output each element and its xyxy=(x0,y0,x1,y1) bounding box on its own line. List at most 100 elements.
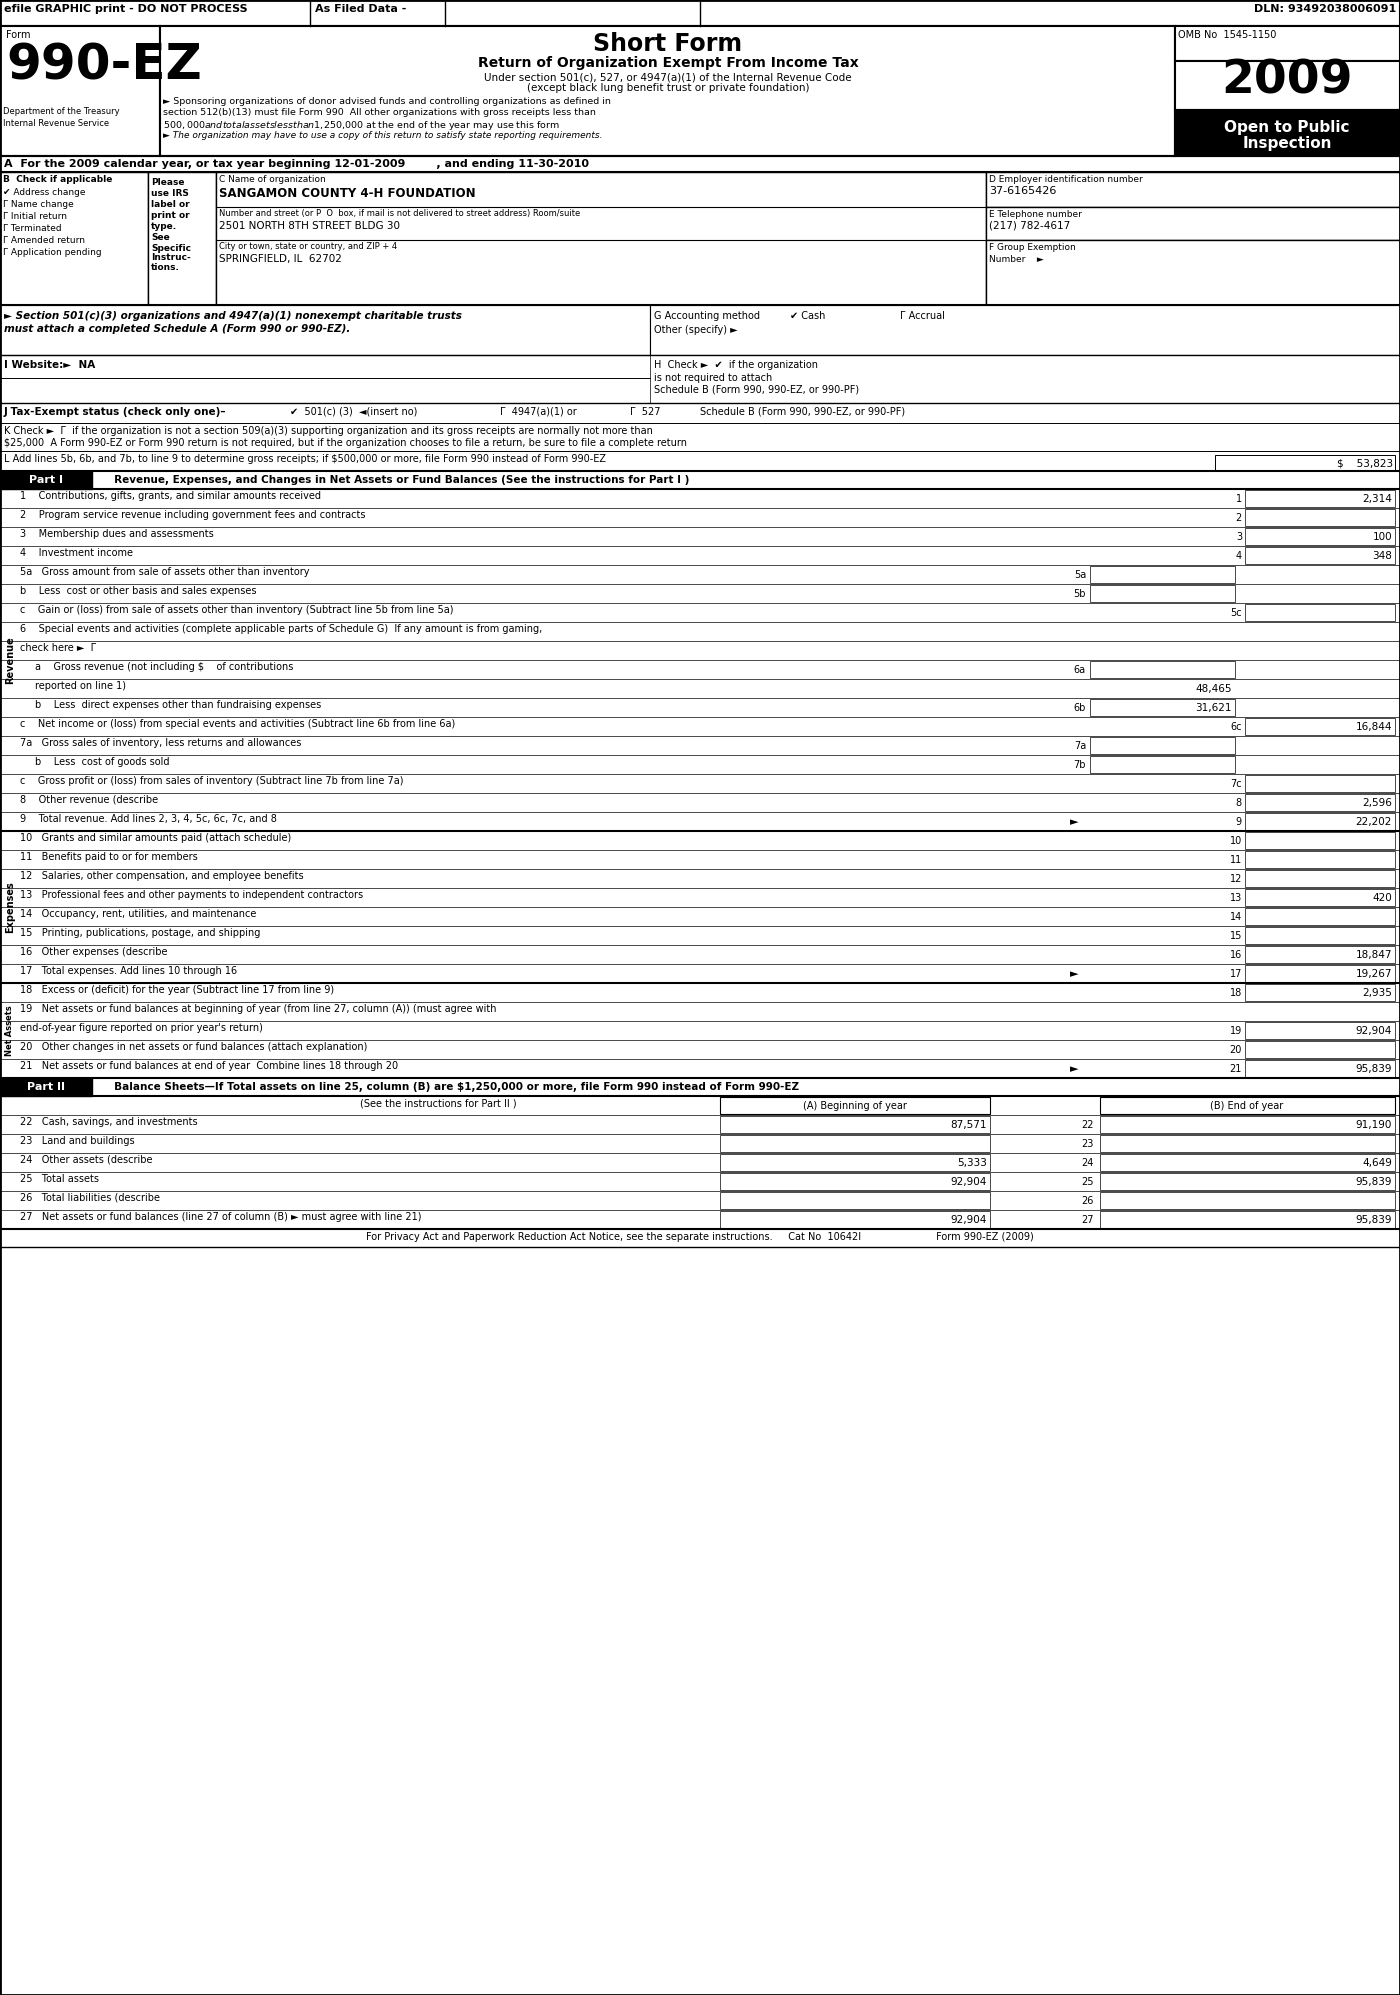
Text: Γ Name change: Γ Name change xyxy=(3,200,74,209)
Text: 9: 9 xyxy=(1236,818,1242,828)
Text: 5,333: 5,333 xyxy=(958,1157,987,1167)
Text: Γ Terminated: Γ Terminated xyxy=(3,223,62,233)
Text: 26   Total liabilities (describe: 26 Total liabilities (describe xyxy=(20,1193,160,1203)
Text: 2    Program service revenue including government fees and contracts: 2 Program service revenue including gove… xyxy=(20,511,365,521)
Text: City or town, state or country, and ZIP + 4: City or town, state or country, and ZIP … xyxy=(218,241,398,251)
Bar xyxy=(1245,832,1394,850)
Text: ► The organization may have to use a copy of this return to satisfy state report: ► The organization may have to use a cop… xyxy=(162,132,602,140)
Text: 2,935: 2,935 xyxy=(1362,988,1392,998)
Text: 100: 100 xyxy=(1372,533,1392,543)
Bar xyxy=(1245,794,1394,812)
Text: (B) End of year: (B) End of year xyxy=(1211,1101,1284,1111)
Text: 26: 26 xyxy=(1082,1195,1093,1207)
Bar xyxy=(1245,604,1394,620)
Bar xyxy=(1245,870,1394,888)
Bar xyxy=(0,305,650,355)
Bar xyxy=(1091,567,1235,583)
Text: 22   Cash, savings, and investments: 22 Cash, savings, and investments xyxy=(20,1117,197,1127)
Bar xyxy=(1175,62,1400,110)
Bar xyxy=(1091,698,1235,716)
Text: 14: 14 xyxy=(1229,912,1242,922)
Bar xyxy=(720,1115,990,1133)
Text: 17: 17 xyxy=(1229,970,1242,980)
Bar xyxy=(1091,585,1235,602)
Text: 31,621: 31,621 xyxy=(1196,702,1232,712)
Bar xyxy=(1245,774,1394,792)
Text: 16: 16 xyxy=(1229,950,1242,960)
Text: ► Sponsoring organizations of donor advised funds and controlling organizations : ► Sponsoring organizations of donor advi… xyxy=(162,98,610,106)
Text: 6a: 6a xyxy=(1074,664,1086,674)
Text: B  Check if applicable: B Check if applicable xyxy=(3,176,112,184)
Text: Revenue: Revenue xyxy=(6,636,15,684)
Text: 16,844: 16,844 xyxy=(1355,722,1392,732)
Text: 24: 24 xyxy=(1082,1157,1093,1167)
Bar xyxy=(1100,1191,1394,1209)
Text: 12   Salaries, other compensation, and employee benefits: 12 Salaries, other compensation, and emp… xyxy=(20,872,304,882)
Text: Γ  527: Γ 527 xyxy=(630,407,661,417)
Text: ►: ► xyxy=(1070,818,1078,828)
Bar xyxy=(1245,718,1394,734)
Text: use IRS: use IRS xyxy=(151,190,189,198)
Text: 91,190: 91,190 xyxy=(1355,1119,1392,1129)
Text: 20: 20 xyxy=(1229,1045,1242,1055)
Text: 21: 21 xyxy=(1229,1063,1242,1073)
Bar xyxy=(1100,1115,1394,1133)
Text: 25: 25 xyxy=(1081,1177,1093,1187)
Text: 2,314: 2,314 xyxy=(1362,495,1392,505)
Text: 22,202: 22,202 xyxy=(1355,818,1392,828)
Text: SANGAMON COUNTY 4-H FOUNDATION: SANGAMON COUNTY 4-H FOUNDATION xyxy=(218,188,476,200)
Text: Open to Public: Open to Public xyxy=(1224,120,1350,136)
Bar xyxy=(720,1153,990,1171)
Text: Γ Accrual: Γ Accrual xyxy=(900,311,945,321)
Text: 48,465: 48,465 xyxy=(1196,684,1232,694)
Bar xyxy=(1100,1211,1394,1229)
Bar xyxy=(1100,1097,1394,1113)
Text: a    Gross revenue (not including $    of contributions: a Gross revenue (not including $ of cont… xyxy=(35,662,294,672)
Bar xyxy=(986,207,1400,239)
Text: Instruc-: Instruc- xyxy=(151,253,190,261)
Text: ✔  501(c) (3)  ◄(insert no): ✔ 501(c) (3) ◄(insert no) xyxy=(290,407,417,417)
Text: $500,000 and total assets less than $1,250,000 at the end of the year may use th: $500,000 and total assets less than $1,2… xyxy=(162,120,560,132)
Text: 18: 18 xyxy=(1229,988,1242,998)
Text: 8    Other revenue (describe: 8 Other revenue (describe xyxy=(20,794,158,806)
Text: (217) 782-4617: (217) 782-4617 xyxy=(988,221,1070,231)
Text: As Filed Data -: As Filed Data - xyxy=(315,4,406,14)
Text: Balance Sheets—If Total assets on line 25, column (B) are $1,250,000 or more, fi: Balance Sheets—If Total assets on line 2… xyxy=(97,1081,799,1091)
Text: Under section 501(c), 527, or 4947(a)(1) of the Internal Revenue Code: Under section 501(c), 527, or 4947(a)(1)… xyxy=(484,72,851,82)
Text: F Group Exemption: F Group Exemption xyxy=(988,243,1075,251)
Text: 15: 15 xyxy=(1229,932,1242,942)
Text: 19: 19 xyxy=(1229,1025,1242,1035)
Bar xyxy=(1100,1173,1394,1189)
Text: Schedule B (Form 990, 990-EZ, or 990-PF): Schedule B (Form 990, 990-EZ, or 990-PF) xyxy=(700,407,906,417)
Text: 18,847: 18,847 xyxy=(1355,950,1392,960)
Text: 6    Special events and activities (complete applicable parts of Schedule G)  If: 6 Special events and activities (complet… xyxy=(20,624,542,634)
Text: 4    Investment income: 4 Investment income xyxy=(20,549,133,559)
Text: ►: ► xyxy=(1070,970,1078,980)
Text: See: See xyxy=(151,233,169,241)
Text: OMB No  1545-1150: OMB No 1545-1150 xyxy=(1177,30,1277,40)
Text: 15   Printing, publications, postage, and shipping: 15 Printing, publications, postage, and … xyxy=(20,928,260,938)
Text: print or: print or xyxy=(151,211,189,219)
Bar xyxy=(1245,984,1394,1001)
Bar xyxy=(650,355,1400,403)
Text: 92,904: 92,904 xyxy=(951,1177,987,1187)
Text: c    Gross profit or (loss) from sales of inventory (Subtract line 7b from line : c Gross profit or (loss) from sales of i… xyxy=(20,776,403,786)
Text: section 512(b)(13) must file Form 990  All other organizations with gross receip: section 512(b)(13) must file Form 990 Al… xyxy=(162,108,596,118)
Text: J Tax-Exempt status (check only one)–: J Tax-Exempt status (check only one)– xyxy=(4,407,227,417)
Text: 6b: 6b xyxy=(1074,702,1086,712)
Bar xyxy=(720,1211,990,1229)
Bar xyxy=(1175,26,1400,62)
Text: $25,000  A Form 990-EZ or Form 990 return is not required, but if the organizati: $25,000 A Form 990-EZ or Form 990 return… xyxy=(4,439,687,449)
Bar xyxy=(1245,1059,1394,1077)
Text: 3    Membership dues and assessments: 3 Membership dues and assessments xyxy=(20,529,214,539)
Text: 348: 348 xyxy=(1372,551,1392,561)
Text: (A) Beginning of year: (A) Beginning of year xyxy=(804,1101,907,1111)
Text: 7a   Gross sales of inventory, less returns and allowances: 7a Gross sales of inventory, less return… xyxy=(20,738,301,748)
Bar xyxy=(1245,966,1394,982)
Bar xyxy=(1245,1041,1394,1057)
Text: 37-6165426: 37-6165426 xyxy=(988,186,1057,196)
Text: 2: 2 xyxy=(1236,513,1242,523)
Bar xyxy=(1245,928,1394,944)
Text: SPRINGFIELD, IL  62702: SPRINGFIELD, IL 62702 xyxy=(218,253,342,263)
Text: 3: 3 xyxy=(1236,533,1242,543)
